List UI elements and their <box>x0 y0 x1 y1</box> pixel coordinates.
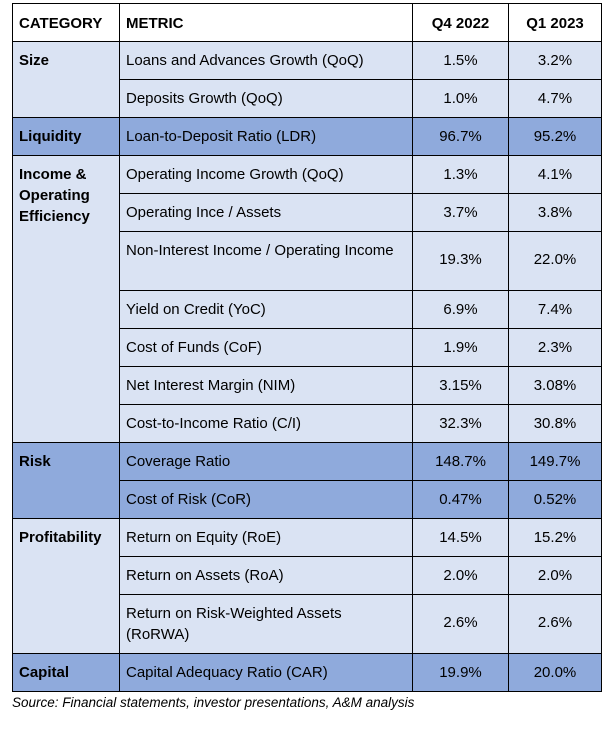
table-row: Deposits Growth (QoQ) 1.0% 4.7% <box>13 79 602 118</box>
q1-2023-value: 3.2% <box>508 41 602 80</box>
metric-cell: Return on Equity (RoE) <box>119 518 413 557</box>
metric-cell: Return on Risk-Weighted Assets (RoRWA) <box>119 594 413 654</box>
metric-cell: Loans and Advances Growth (QoQ) <box>119 41 413 80</box>
q4-2022-value: 148.7% <box>412 442 509 481</box>
category-cell: Liquidity <box>12 117 120 156</box>
metric-cell: Deposits Growth (QoQ) <box>119 79 413 118</box>
q4-2022-value: 19.9% <box>412 653 509 692</box>
q4-2022-value: 1.5% <box>412 41 509 80</box>
category-group: Capital Capital Adequacy Ratio (CAR) 19.9%… <box>12 653 602 692</box>
q1-2023-value: 2.6% <box>508 594 602 654</box>
metric-cell: Yield on Credit (YoC) <box>119 290 413 329</box>
q4-2022-value: 2.6% <box>412 594 509 654</box>
table-row: Return on Assets (RoA) 2.0% 2.0% <box>13 556 602 595</box>
q4-2022-value: 0.47% <box>412 480 509 519</box>
q1-2023-value: 20.0% <box>508 653 602 692</box>
metric-cell: Return on Assets (RoA) <box>119 556 413 595</box>
q4-2022-value: 1.0% <box>412 79 509 118</box>
q1-2023-value: 15.2% <box>508 518 602 557</box>
q4-2022-value: 3.7% <box>412 193 509 232</box>
metric-cell: Cost of Funds (CoF) <box>119 328 413 367</box>
table-row: Liquidity Loan-to-Deposit Ratio (LDR) 96.7… <box>12 117 602 156</box>
metrics-table-container: CATEGORY METRIC Q4 2022 Q1 2023 Size Loan… <box>12 3 602 710</box>
table-row: Yield on Credit (YoC) 6.9% 7.4% <box>13 290 602 329</box>
metric-cell: Operating Income Growth (QoQ) <box>119 155 413 194</box>
q4-2022-value: 3.15% <box>412 366 509 405</box>
q1-2023-value: 149.7% <box>508 442 602 481</box>
header-category: CATEGORY <box>12 3 120 42</box>
q1-2023-value: 2.3% <box>508 328 602 367</box>
category-group: Size Loans and Advances Growth (QoQ) 1.5% 3… <box>12 41 602 118</box>
source-note: Source: Financial statements, investor p… <box>12 695 415 710</box>
category-group: Liquidity Loan-to-Deposit Ratio (LDR) 96.7… <box>12 117 602 156</box>
metric-cell: Non-Interest Income / Operating Income <box>119 231 413 291</box>
category-cell: Risk <box>12 442 120 519</box>
q1-2023-value: 95.2% <box>508 117 602 156</box>
category-group: Profitability Return on Equity (RoE) 14.5%… <box>12 518 602 654</box>
table-row: Size Loans and Advances Growth (QoQ) 1.5% 3… <box>12 41 602 118</box>
category-group: Risk Coverage Ratio 148.7% 149.7% Cost of Ri… <box>12 442 602 519</box>
category-cell: Capital <box>12 653 120 692</box>
q4-2022-value: 6.9% <box>412 290 509 329</box>
table-row: Cost of Funds (CoF) 1.9% 2.3% <box>13 328 602 367</box>
header-metric: METRIC <box>119 3 413 42</box>
metric-cell: Coverage Ratio <box>119 442 413 481</box>
q1-2023-value: 0.52% <box>508 480 602 519</box>
table-row: Profitability Return on Equity (RoE) 14.5%… <box>12 518 602 654</box>
table-row: Non-Interest Income / Operating Income 19… <box>13 231 602 291</box>
q1-2023-value: 4.7% <box>508 79 602 118</box>
table-row: Risk Coverage Ratio 148.7% 149.7% <box>12 442 602 519</box>
category-cell: Income & Operating Efficiency <box>12 155 120 443</box>
metric-cell: Loan-to-Deposit Ratio (LDR) <box>119 117 413 156</box>
metric-cell: Cost-to-Income Ratio (C/I) <box>119 404 413 443</box>
header-row: CATEGORY METRIC Q4 2022 Q1 2023 <box>12 3 602 42</box>
category-cell: Size <box>12 41 120 118</box>
table-row: Capital Capital Adequacy Ratio (CAR) 19.9%… <box>12 653 602 692</box>
metric-cell: Capital Adequacy Ratio (CAR) <box>119 653 413 692</box>
q4-2022-value: 32.3% <box>412 404 509 443</box>
header-q4-2022: Q4 2022 <box>412 3 509 42</box>
table-row: Cost-to-Income Ratio (C/I) 32.3% 30.8% <box>13 404 602 443</box>
table-row: Return on Risk-Weighted Assets (RoRWA) 2.… <box>13 594 602 654</box>
table-header: CATEGORY METRIC Q4 2022 Q1 2023 <box>12 3 602 42</box>
q1-2023-value: 2.0% <box>508 556 602 595</box>
q1-2023-value: 7.4% <box>508 290 602 329</box>
metric-cell: Cost of Risk (CoR) <box>119 480 413 519</box>
table-row: Cost of Risk (CoR) 0.47% 0.52% <box>13 480 602 519</box>
q1-2023-value: 22.0% <box>508 231 602 291</box>
q4-2022-value: 96.7% <box>412 117 509 156</box>
q4-2022-value: 1.3% <box>412 155 509 194</box>
header-q1-2023: Q1 2023 <box>508 3 602 42</box>
q4-2022-value: 14.5% <box>412 518 509 557</box>
q1-2023-value: 3.8% <box>508 193 602 232</box>
q4-2022-value: 1.9% <box>412 328 509 367</box>
table-row: Operating Ince / Assets 3.7% 3.8% <box>13 193 602 232</box>
category-group: Income & Operating Efficiency Operating I… <box>12 155 602 443</box>
metric-cell: Net Interest Margin (NIM) <box>119 366 413 405</box>
metrics-table: CATEGORY METRIC Q4 2022 Q1 2023 Size Loan… <box>12 3 602 692</box>
category-cell: Profitability <box>12 518 120 654</box>
q1-2023-value: 4.1% <box>508 155 602 194</box>
q4-2022-value: 2.0% <box>412 556 509 595</box>
metric-cell: Operating Ince / Assets <box>119 193 413 232</box>
q1-2023-value: 3.08% <box>508 366 602 405</box>
q4-2022-value: 19.3% <box>412 231 509 291</box>
q1-2023-value: 30.8% <box>508 404 602 443</box>
table-row: Net Interest Margin (NIM) 3.15% 3.08% <box>13 366 602 405</box>
table-row: Income & Operating Efficiency Operating I… <box>12 155 602 443</box>
